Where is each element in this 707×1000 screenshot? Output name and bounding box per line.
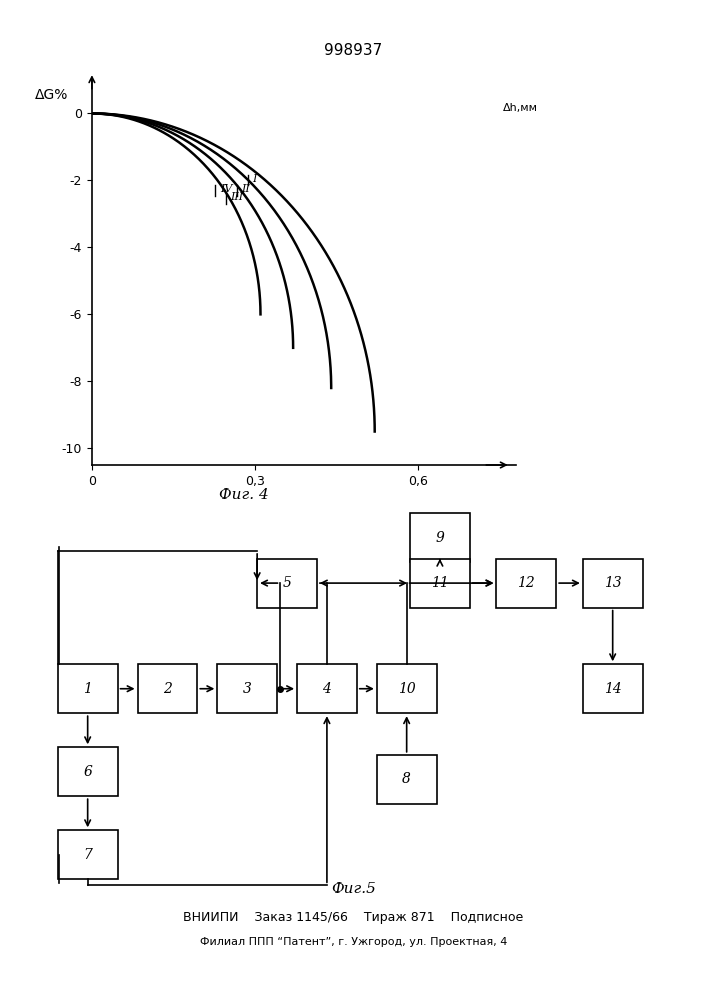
Text: ВНИИПИ    Заказ 1145/66    Тираж 871    Подписное: ВНИИПИ Заказ 1145/66 Тираж 871 Подписное bbox=[183, 912, 524, 924]
Text: 2: 2 bbox=[163, 682, 172, 696]
Bar bbox=[583, 664, 643, 713]
Bar bbox=[410, 559, 469, 608]
Bar bbox=[297, 664, 357, 713]
Bar bbox=[410, 513, 469, 562]
Text: 6: 6 bbox=[83, 765, 92, 779]
Text: 7: 7 bbox=[83, 848, 92, 862]
Bar bbox=[58, 830, 117, 879]
Text: 5: 5 bbox=[283, 576, 291, 590]
Text: Фиг. 4: Фиг. 4 bbox=[219, 488, 269, 502]
Bar bbox=[137, 664, 197, 713]
Text: III: III bbox=[230, 192, 244, 202]
Text: 11: 11 bbox=[431, 576, 449, 590]
Text: ΔG%: ΔG% bbox=[35, 88, 69, 102]
Text: 12: 12 bbox=[518, 576, 535, 590]
Bar bbox=[58, 664, 117, 713]
Text: 14: 14 bbox=[604, 682, 621, 696]
Text: 4: 4 bbox=[322, 682, 332, 696]
Text: 9: 9 bbox=[436, 531, 444, 545]
Bar bbox=[257, 559, 317, 608]
Text: 3: 3 bbox=[243, 682, 252, 696]
Text: 998937: 998937 bbox=[325, 43, 382, 58]
Text: 8: 8 bbox=[402, 772, 411, 786]
Bar bbox=[583, 559, 643, 608]
Text: 13: 13 bbox=[604, 576, 621, 590]
Bar bbox=[58, 747, 117, 796]
Text: 1: 1 bbox=[83, 682, 92, 696]
Text: 10: 10 bbox=[398, 682, 416, 696]
Text: II: II bbox=[242, 184, 250, 194]
Text: Фиг.5: Фиг.5 bbox=[331, 882, 376, 896]
Bar bbox=[377, 755, 437, 804]
Text: Филиал ППП “Патент”, г. Ужгород, ул. Проектная, 4: Филиал ППП “Патент”, г. Ужгород, ул. Про… bbox=[200, 937, 507, 947]
Text: Δh,мм: Δh,мм bbox=[503, 103, 537, 113]
Text: I: I bbox=[252, 174, 257, 184]
Text: IV: IV bbox=[220, 184, 232, 194]
Bar bbox=[496, 559, 556, 608]
Bar bbox=[377, 664, 437, 713]
Bar bbox=[217, 664, 277, 713]
